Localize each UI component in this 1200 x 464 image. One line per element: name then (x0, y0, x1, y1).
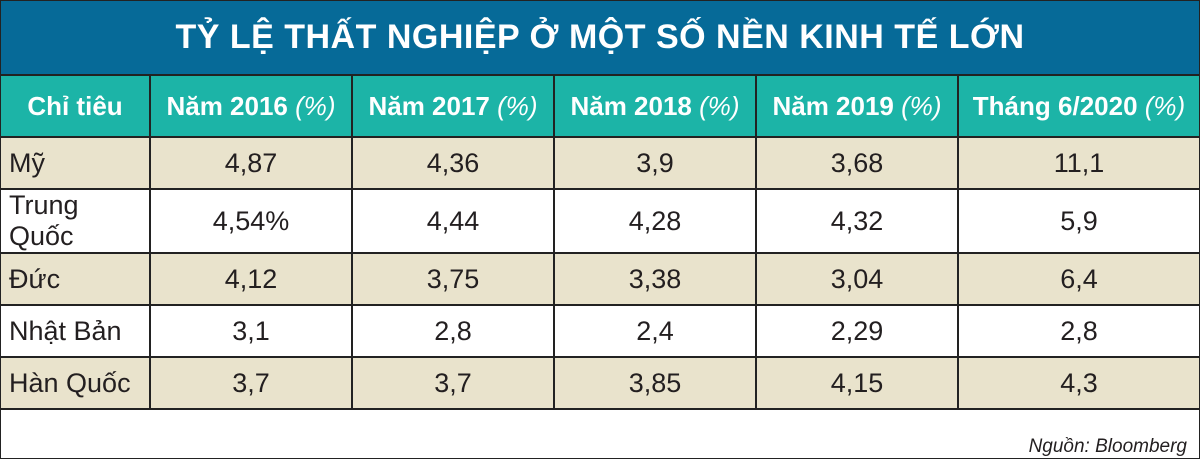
column-header: Năm 2019 (%) (755, 76, 959, 138)
table-row: Hàn Quốc 3,7 3,7 3,85 4,15 4,3 (1, 356, 1199, 410)
table-cell: 11,1 (957, 136, 1199, 190)
table-row: Nhật Bản 3,1 2,8 2,4 2,29 2,8 (1, 304, 1199, 358)
table-cell: 2,29 (755, 304, 959, 358)
column-header-label: Năm 2017 (368, 90, 490, 121)
table-cell: 3,85 (553, 356, 757, 410)
column-header-unit: (%) (295, 90, 336, 121)
column-header: Năm 2018 (%) (553, 76, 757, 138)
table-cell: 3,75 (351, 252, 555, 306)
data-table: Chỉ tiêu Năm 2016 (%) Năm 2017 (%) Năm 2018… (1, 76, 1199, 410)
column-header-label: Tháng 6/2020 (972, 90, 1138, 121)
table-cell: 3,7 (149, 356, 353, 410)
table-cell: 4,36 (351, 136, 555, 190)
column-header-label: Chỉ tiêu (27, 90, 123, 121)
header-row: Chỉ tiêu Năm 2016 (%) Năm 2017 (%) Năm 2018… (1, 76, 1199, 138)
table-cell: 3,1 (149, 304, 353, 358)
column-header-label: Năm 2019 (772, 90, 894, 121)
table-cell: 3,68 (755, 136, 959, 190)
table-cell: 3,38 (553, 252, 757, 306)
table-row: Đức 4,12 3,75 3,38 3,04 6,4 (1, 252, 1199, 306)
table-cell: 3,9 (553, 136, 757, 190)
row-label: Trung Quốc (1, 188, 151, 254)
table-cell: 4,44 (351, 188, 555, 254)
table-cell: 2,4 (553, 304, 757, 358)
source-note: Nguồn: Bloomberg (1028, 436, 1187, 457)
table-cell: 3,7 (351, 356, 555, 410)
table-cell: 4,15 (755, 356, 959, 410)
column-header-unit: (%) (497, 90, 538, 121)
table-row: Trung Quốc 4,54% 4,44 4,28 4,32 5,9 (1, 188, 1199, 254)
column-header: Năm 2016 (%) (149, 76, 353, 138)
table-row: Mỹ 4,87 4,36 3,9 3,68 11,1 (1, 136, 1199, 190)
table-cell: 4,3 (957, 356, 1199, 410)
table-cell: 4,54% (149, 188, 353, 254)
column-header-unit: (%) (901, 90, 942, 121)
table-cell: 2,8 (957, 304, 1199, 358)
table-cell: 6,4 (957, 252, 1199, 306)
table-cell: 4,12 (149, 252, 353, 306)
column-header-label: Năm 2018 (570, 90, 692, 121)
row-label: Đức (1, 252, 151, 306)
column-header-label: Năm 2016 (166, 90, 288, 121)
table-cell: 4,87 (149, 136, 353, 190)
table-cell: 3,04 (755, 252, 959, 306)
column-header: Năm 2017 (%) (351, 76, 555, 138)
table-title: TỶ LỆ THẤT NGHIỆP Ở MỘT SỐ NỀN KINH TẾ L… (1, 1, 1199, 76)
column-header-unit: (%) (699, 90, 740, 121)
table-cell: 4,32 (755, 188, 959, 254)
row-label: Nhật Bản (1, 304, 151, 358)
column-header: Chỉ tiêu (1, 76, 151, 138)
table-cell: 5,9 (957, 188, 1199, 254)
row-label: Hàn Quốc (1, 356, 151, 410)
table-cell: 2,8 (351, 304, 555, 358)
row-label: Mỹ (1, 136, 151, 190)
table-cell: 4,28 (553, 188, 757, 254)
column-header-unit: (%) (1144, 90, 1186, 121)
column-header: Tháng 6/2020 (%) (957, 76, 1199, 138)
